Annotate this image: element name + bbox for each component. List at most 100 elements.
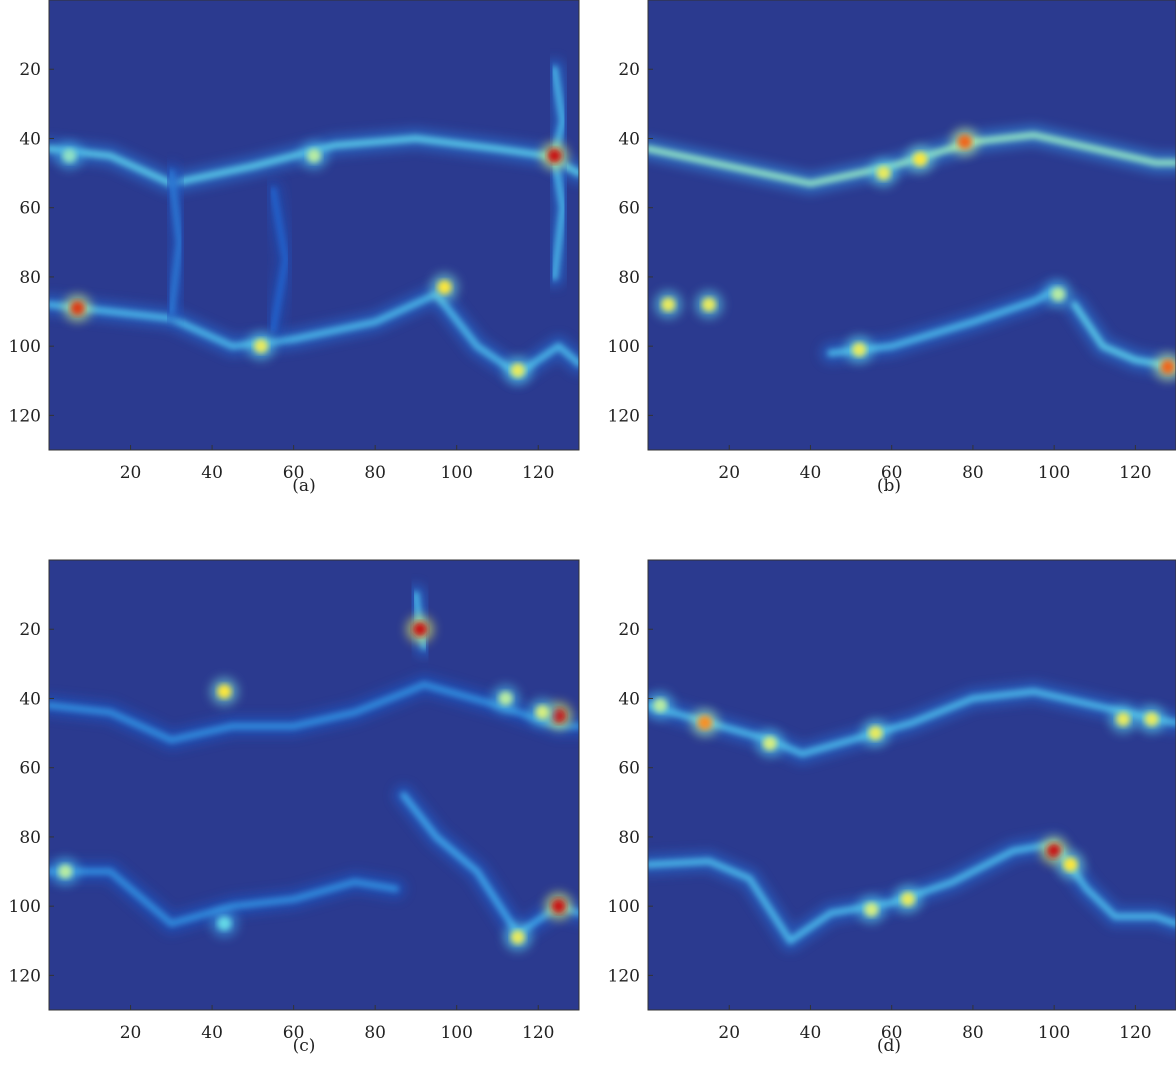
axes-frame — [647, 559, 1176, 1011]
x-tick-label: 60 — [283, 463, 305, 483]
y-tick-label: 60 — [19, 199, 41, 219]
heatmap-hotspot — [1047, 843, 1062, 858]
heatmap-hotspot — [437, 280, 452, 295]
y-tick-label: 100 — [9, 337, 41, 357]
x-tick-label: 20 — [718, 463, 740, 483]
x-tick-label: 40 — [800, 1023, 822, 1043]
y-tick-label: 100 — [9, 897, 41, 917]
heatmap-hotspot — [217, 684, 232, 699]
x-tick-label: 60 — [881, 463, 903, 483]
heatmap-hotspot — [510, 930, 525, 945]
heatmap-hotspot — [868, 726, 883, 741]
y-tick-label: 20 — [618, 620, 640, 640]
heatmap-background — [49, 560, 579, 1010]
y-tick-label: 60 — [618, 759, 640, 779]
heatmap-hotspot — [498, 691, 513, 706]
heatmap-hotspot — [62, 148, 77, 163]
x-tick-label: 120 — [522, 1023, 554, 1043]
heatmap-hotspot — [1144, 712, 1159, 727]
x-tick-label: 60 — [881, 1023, 903, 1043]
x-tick-label: 100 — [1038, 1023, 1070, 1043]
y-tick-label: 60 — [19, 759, 41, 779]
axes-frame — [647, 0, 1176, 451]
axes-frame — [48, 0, 580, 451]
heatmap-hotspot — [1116, 712, 1131, 727]
axes-frame — [48, 559, 580, 1011]
y-tick-label: 120 — [608, 406, 640, 426]
heatmap-hotspot — [1063, 857, 1078, 872]
x-tick-label: 80 — [364, 463, 386, 483]
x-tick-label: 20 — [120, 463, 142, 483]
panel-caption: (d) — [876, 1036, 902, 1056]
y-tick-label: 80 — [618, 828, 640, 848]
heatmap-hotspot — [535, 705, 550, 720]
heatmap-hotspot — [551, 899, 566, 914]
heatmap-ridge — [648, 840, 1176, 945]
heatmap-hotspot — [913, 152, 928, 167]
x-tick-label: 20 — [718, 1023, 740, 1043]
heatmap-hotspot — [864, 902, 879, 917]
heatmap-hotspot — [70, 301, 85, 316]
heatmap-background — [648, 560, 1176, 1010]
heatmap-ridge — [167, 169, 183, 315]
y-tick-label: 40 — [19, 689, 41, 709]
y-tick-label: 100 — [608, 337, 640, 357]
heatmap-hotspot — [217, 916, 232, 931]
y-tick-label: 120 — [608, 966, 640, 986]
heatmap-background — [648, 0, 1176, 450]
heatmap-hotspot — [852, 342, 867, 357]
heatmap-hotspot — [1160, 359, 1175, 374]
x-tick-label: 120 — [522, 463, 554, 483]
y-tick-label: 40 — [618, 129, 640, 149]
x-tick-label: 60 — [283, 1023, 305, 1043]
panel-caption: (a) — [292, 476, 316, 496]
x-tick-label: 20 — [120, 1023, 142, 1043]
y-tick-label: 80 — [618, 268, 640, 288]
heatmap-hotspot — [307, 148, 321, 163]
heatmap-hotspot — [510, 363, 525, 378]
x-tick-label: 120 — [1119, 1023, 1151, 1043]
y-tick-label: 20 — [19, 60, 41, 80]
panel-caption: (c) — [292, 1036, 316, 1056]
heatmap-hotspot — [697, 715, 712, 730]
heatmap-hotspot — [254, 339, 268, 354]
y-tick-label: 120 — [9, 406, 41, 426]
heatmap-background — [49, 0, 579, 450]
x-tick-label: 40 — [800, 463, 822, 483]
heatmap-hotspot — [58, 864, 73, 879]
heatmap-hotspot — [661, 297, 676, 312]
heatmap-hotspot — [957, 134, 972, 149]
heatmap-hotspot — [547, 148, 562, 163]
y-tick-label: 60 — [618, 199, 640, 219]
panel-caption: (b) — [876, 476, 902, 496]
heatmap-ridge — [49, 135, 579, 187]
heatmap-ridge — [49, 868, 399, 927]
heatmap-panel-a: 20 40 60 80 100 120 20 40 60 80 100 120 — [9, 0, 580, 483]
heatmap-hotspot — [1051, 287, 1066, 302]
heatmap-panel-c: 20 40 60 80 100 120 20 40 60 80 100 120 — [9, 559, 580, 1043]
y-tick-label: 80 — [19, 268, 41, 288]
y-tick-label: 100 — [608, 897, 640, 917]
heatmap-ridge — [49, 681, 579, 744]
x-tick-label: 80 — [962, 1023, 984, 1043]
x-tick-label: 100 — [440, 1023, 472, 1043]
x-tick-label: 120 — [1119, 463, 1151, 483]
heatmap-hotspot — [900, 892, 915, 907]
x-tick-label: 80 — [962, 463, 984, 483]
heatmap-panel-d: 20 40 60 80 100 120 20 40 60 80 100 120 — [608, 559, 1176, 1043]
y-tick-label: 40 — [618, 689, 640, 709]
y-tick-label: 80 — [19, 828, 41, 848]
heatmap-hotspot — [701, 297, 716, 312]
heatmap-ridge — [269, 186, 289, 333]
heatmap-hotspot — [413, 622, 427, 637]
y-tick-label: 120 — [9, 966, 41, 986]
x-tick-label: 40 — [201, 1023, 223, 1043]
x-tick-label: 100 — [440, 463, 472, 483]
heatmap-ridge — [49, 290, 579, 378]
heatmap-panel-b: 20 40 60 80 100 120 20 40 60 80 100 120 — [608, 0, 1176, 483]
y-tick-label: 40 — [19, 129, 41, 149]
heatmap-hotspot — [653, 698, 668, 713]
heatmap-hotspot — [876, 166, 891, 181]
heatmap-hotspot — [762, 736, 777, 751]
